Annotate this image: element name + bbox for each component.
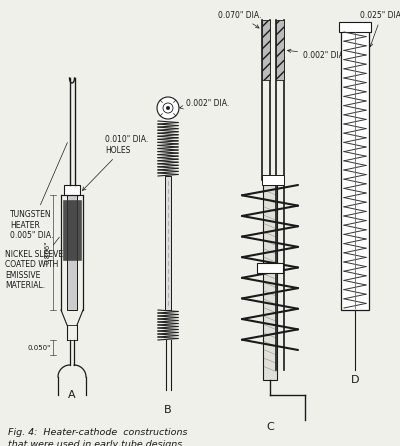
Text: NICKEL SLEEVE
COATED WITH
EMISSIVE
MATERIAL.: NICKEL SLEEVE COATED WITH EMISSIVE MATER… [5,237,63,290]
Circle shape [157,97,179,119]
Text: TUNGSTEN
HEATER
0.005" DIA.: TUNGSTEN HEATER 0.005" DIA. [10,143,67,240]
Text: 0.010" DIA.
HOLES: 0.010" DIA. HOLES [82,135,148,190]
Bar [64,185,80,195]
Bar [257,263,283,273]
Bar [165,176,171,310]
Bar [67,195,77,310]
Text: 0.025" DIA.: 0.025" DIA. [360,11,400,47]
Text: C: C [266,422,274,432]
Bar [262,175,284,185]
Text: 0.002" DIA.: 0.002" DIA. [180,99,229,109]
Bar [262,20,270,80]
Text: Fig. 4:  Heater-cathode  constructions
that were used in early tube designs.: Fig. 4: Heater-cathode constructions tha… [8,428,188,446]
Bar [276,20,284,80]
Bar [341,30,369,310]
Text: B: B [164,405,172,415]
Text: D: D [351,375,359,385]
Text: 0.050": 0.050" [28,344,51,351]
Text: 0.866": 0.866" [45,241,51,264]
Text: 0.070" DIA.: 0.070" DIA. [218,11,261,28]
Bar [339,22,371,32]
Bar [263,185,277,380]
Text: 0.002" DIA.: 0.002" DIA. [288,49,346,59]
Circle shape [166,106,170,110]
Text: A: A [68,390,76,400]
Bar [63,200,81,260]
